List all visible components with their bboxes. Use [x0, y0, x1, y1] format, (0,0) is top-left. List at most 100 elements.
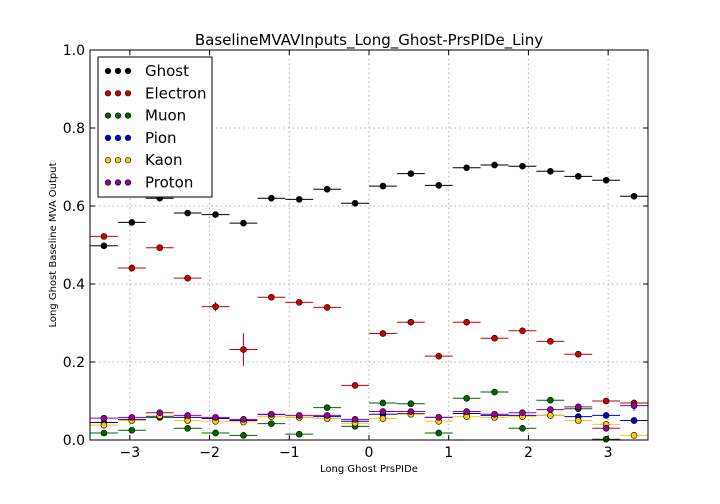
muon-point [100, 429, 108, 437]
legend-label-ghost: Ghost [145, 62, 189, 80]
muon-point [491, 388, 498, 396]
electron-point [519, 327, 526, 335]
proton-point [323, 412, 331, 419]
proton-point [351, 416, 359, 423]
ghost-point [463, 164, 470, 172]
electron-point [379, 330, 387, 337]
muon-point [268, 420, 275, 427]
muon-point [519, 424, 526, 432]
legend-marker-ghost [114, 67, 122, 75]
ghost-point [574, 173, 582, 180]
x-tick-label: −1 [279, 445, 300, 461]
ghost-point [323, 185, 331, 193]
x-tick-label: 1 [444, 445, 453, 461]
legend-box [97, 56, 213, 198]
legend-marker-kaon [124, 157, 132, 164]
ghost-point [212, 211, 219, 218]
kaon-point [630, 432, 638, 439]
y-tick-label: 0.4 [63, 277, 85, 293]
electron-point [435, 352, 443, 360]
electron-point [547, 338, 554, 345]
kaon-point [100, 421, 108, 429]
electron-point [602, 397, 610, 405]
proton-point [435, 414, 443, 421]
legend-marker-proton [114, 179, 122, 186]
electron-point [351, 382, 359, 389]
kaon-point [547, 412, 554, 419]
legend-marker-ghost [104, 67, 112, 75]
proton-point [630, 402, 638, 409]
legend-marker-electron [114, 90, 122, 97]
electron-point [574, 350, 582, 358]
ghost-point [240, 219, 247, 227]
proton-point [128, 414, 136, 421]
proton-point [519, 409, 526, 417]
legend-label-proton: Proton [145, 174, 193, 192]
ghost-point [184, 209, 191, 217]
muon-point [295, 430, 303, 438]
y-tick-label: 0.0 [63, 433, 85, 449]
legend-marker-proton [124, 179, 132, 186]
ghost-point [128, 219, 136, 226]
data-points [100, 161, 638, 443]
proton-point [547, 406, 554, 413]
ghost-point [547, 167, 554, 175]
ghost-point [268, 194, 275, 202]
kaon-point [574, 417, 582, 424]
legend-marker-ghost [124, 67, 132, 75]
ghost-point [407, 170, 415, 177]
muon-point [128, 426, 136, 434]
proton-point [407, 408, 415, 415]
pion-point [630, 417, 638, 424]
legend-marker-muon [114, 112, 122, 119]
ghost-point [491, 161, 498, 169]
legend-label-muon: Muon [145, 107, 186, 125]
electron-point [100, 233, 108, 240]
axis-ticks: −3 −2 −1 0 1 2 3 0.0 0.2 0.4 0.6 0.8 1.0 [63, 43, 648, 461]
electron-point [295, 299, 303, 306]
legend-marker-electron [124, 90, 132, 97]
legend-marker-electron [104, 90, 112, 97]
ghost-point [630, 192, 638, 200]
error-bars [90, 164, 648, 441]
electron-point [268, 293, 275, 301]
proton-point [240, 416, 247, 423]
legend-marker-kaon [104, 157, 112, 164]
x-axis-label: Long Ghost PrsPIDe [320, 464, 418, 475]
muon-point [435, 429, 443, 437]
muon-point [240, 432, 247, 439]
x-tick-label: −2 [199, 445, 220, 461]
electron-point [156, 244, 164, 252]
electron-point [463, 318, 470, 326]
ghost-point [435, 182, 443, 189]
electron-point [184, 274, 191, 282]
ghost-point [519, 162, 526, 170]
ghost-point [351, 199, 359, 207]
proton-point [463, 408, 470, 415]
legend-label-electron: Electron [145, 84, 207, 102]
legend-marker-muon [124, 112, 132, 119]
x-tick-label: 2 [524, 445, 533, 461]
kaon-point [379, 415, 387, 422]
chart-title: BaselineMVAVInputs_Long_Ghost-PrsPIDe_Li… [195, 31, 543, 50]
muon-point [547, 396, 554, 404]
legend-label-kaon: Kaon [145, 151, 182, 169]
ghost-point [295, 196, 303, 203]
muon-point [407, 400, 415, 408]
legend-marker-pion [104, 134, 112, 141]
electron-point [491, 334, 498, 342]
ghost-point [602, 176, 610, 184]
electron-point [407, 318, 415, 326]
legend-marker-pion [124, 134, 132, 141]
x-tick-label: 0 [365, 445, 374, 461]
proton-point [100, 414, 108, 422]
electron-point [128, 264, 136, 272]
muon-point [323, 404, 331, 411]
muon-point [212, 429, 219, 437]
electron-point [323, 304, 331, 311]
y-axis-label: Long Ghost Baseline MVA Output [48, 162, 59, 327]
y-tick-label: 0.2 [63, 355, 85, 371]
y-tick-label: 0.6 [63, 199, 85, 215]
legend-marker-pion [114, 134, 122, 141]
proton-point [574, 403, 582, 411]
